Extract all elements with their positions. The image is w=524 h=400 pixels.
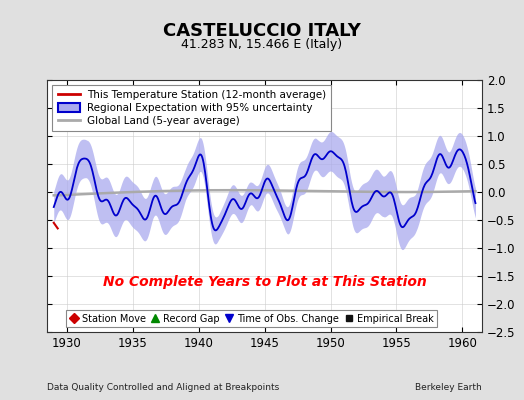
Legend: Station Move, Record Gap, Time of Obs. Change, Empirical Break: Station Move, Record Gap, Time of Obs. C…: [66, 310, 437, 327]
Text: CASTELUCCIO ITALY: CASTELUCCIO ITALY: [163, 22, 361, 40]
Text: No Complete Years to Plot at This Station: No Complete Years to Plot at This Statio…: [103, 274, 427, 289]
Text: Data Quality Controlled and Aligned at Breakpoints: Data Quality Controlled and Aligned at B…: [47, 383, 279, 392]
Text: 41.283 N, 15.466 E (Italy): 41.283 N, 15.466 E (Italy): [181, 38, 343, 51]
Text: Berkeley Earth: Berkeley Earth: [416, 383, 482, 392]
